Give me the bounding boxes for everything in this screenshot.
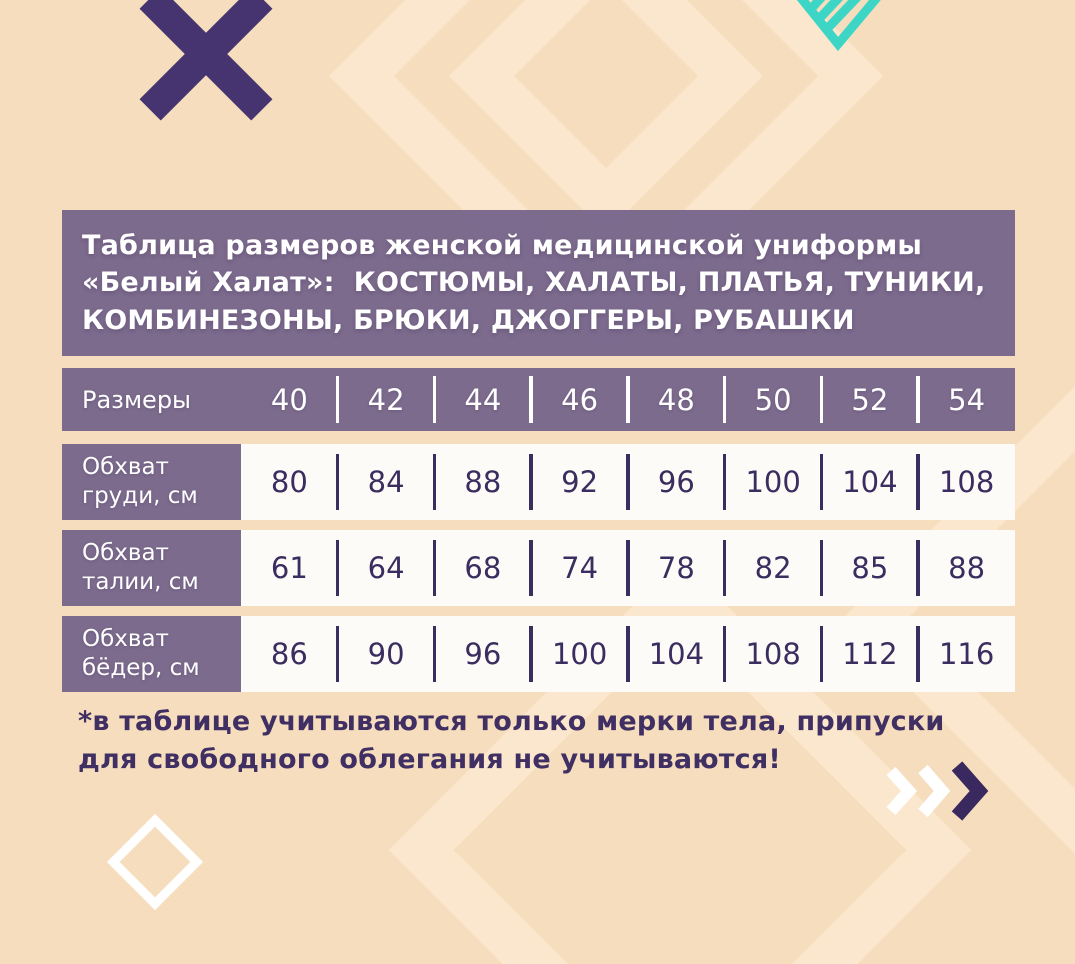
value-cell: 88 xyxy=(916,530,1015,606)
table-row-chest: Обхват груди, см 80 84 88 92 96 100 104 … xyxy=(62,444,1015,520)
value-cell: 104 xyxy=(626,616,725,692)
row-label-chest: Обхват груди, см xyxy=(62,444,241,520)
value-cell: 90 xyxy=(335,616,435,692)
title-banner: Таблица размеров женской медицинской уни… xyxy=(62,210,1015,356)
value-cell: 92 xyxy=(529,444,628,520)
size-cell: 48 xyxy=(626,368,725,431)
table-row-waist: Обхват талии, см 61 64 68 74 78 82 85 88 xyxy=(62,530,1015,606)
nested-chevron-icon xyxy=(796,0,881,52)
footnote: *в таблице учитываются только мерки тела… xyxy=(78,706,945,775)
row-cells-chest: 80 84 88 92 96 100 104 108 xyxy=(241,444,1015,520)
value-cell: 88 xyxy=(432,444,532,520)
page-title: Таблица размеров женской медицинской уни… xyxy=(82,230,986,336)
row-cells-hips: 86 90 96 100 104 108 112 116 xyxy=(241,616,1015,692)
header-cells: 40 42 44 46 48 50 52 54 xyxy=(241,368,1015,431)
triple-chevron-icon xyxy=(886,761,989,821)
value-cell: 78 xyxy=(626,530,725,606)
value-cell: 96 xyxy=(432,616,532,692)
value-cell: 108 xyxy=(722,616,822,692)
value-cell: 112 xyxy=(819,616,919,692)
size-cell: 42 xyxy=(335,368,435,431)
row-cells-waist: 61 64 68 74 78 82 85 88 xyxy=(241,530,1015,606)
size-cell: 46 xyxy=(529,368,628,431)
value-cell: 96 xyxy=(626,444,725,520)
value-cell: 116 xyxy=(916,616,1015,692)
value-cell: 82 xyxy=(722,530,822,606)
size-cell: 50 xyxy=(722,368,822,431)
value-cell: 64 xyxy=(335,530,435,606)
value-cell: 104 xyxy=(819,444,919,520)
value-cell: 80 xyxy=(270,465,308,499)
value-cell: 85 xyxy=(819,530,919,606)
row-label-waist: Обхват талии, см xyxy=(62,530,241,606)
table-row-hips: Обхват бёдер, см 86 90 96 100 104 108 11… xyxy=(62,616,1015,692)
diamond-icon xyxy=(106,813,204,911)
size-table: Размеры 40 42 44 46 48 50 52 54 Обхват г… xyxy=(62,368,1015,702)
row-label-hips: Обхват бёдер, см xyxy=(62,616,241,692)
size-cell: 52 xyxy=(819,368,919,431)
value-cell: 68 xyxy=(432,530,532,606)
value-cell: 100 xyxy=(529,616,628,692)
header-row-label: Размеры xyxy=(82,385,191,414)
value-cell: 100 xyxy=(722,444,822,520)
table-header-row: Размеры 40 42 44 46 48 50 52 54 xyxy=(62,368,1015,431)
cross-icon xyxy=(139,0,272,120)
value-cell: 74 xyxy=(529,530,628,606)
value-cell: 108 xyxy=(916,444,1015,520)
size-cell: 40 xyxy=(270,382,308,417)
value-cell: 84 xyxy=(335,444,435,520)
value-cell: 86 xyxy=(270,637,308,671)
size-cell: 44 xyxy=(432,368,532,431)
value-cell: 61 xyxy=(270,551,308,585)
size-cell: 54 xyxy=(916,368,1015,431)
